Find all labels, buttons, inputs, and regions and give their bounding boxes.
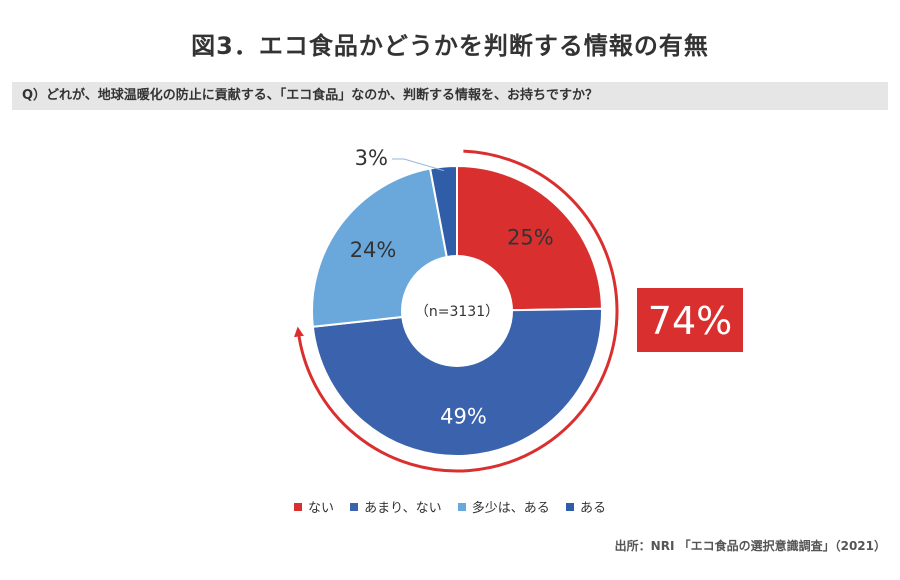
annotation-arrow: [294, 149, 619, 473]
legend-swatch: [457, 503, 466, 511]
slice-label-tashou-aru: 24%: [350, 238, 397, 262]
legend-label: ない: [308, 501, 335, 516]
chart-title: 図3．エコ食品かどうかを判断する情報の有無: [191, 32, 709, 60]
slice-label-aru: 3%: [355, 146, 388, 170]
donut-hole: [401, 255, 513, 367]
legend-item-tashou-aru: 多少は、ある: [457, 497, 550, 516]
legend-item-aru: ある: [565, 497, 606, 516]
source-note: 出所：NRI 「エコ食品の選択意識調査」（2021）: [614, 539, 886, 553]
legend-label: あまり、ない: [364, 501, 442, 516]
legend-swatch: [565, 503, 574, 511]
legend-item-amari-nai: あまり、ない: [350, 497, 442, 516]
legend-label: 多少は、ある: [471, 501, 550, 516]
legend-label: ある: [579, 501, 606, 516]
legend-swatch: [350, 503, 359, 511]
slice-label-nai: 25%: [507, 226, 554, 250]
chart-legend: ない あまり、ない 多少は、ある ある: [0, 497, 900, 516]
annotation-box: [637, 288, 743, 352]
legend-swatch: [294, 503, 303, 511]
sample-size-label: （n=3131）: [415, 304, 499, 320]
annotation-total-label: 74%: [648, 299, 732, 343]
legend-item-nai: ない: [294, 497, 334, 516]
slice-label-leader-line: [392, 158, 445, 172]
slice-labels: 25% 49% 24% 3%: [350, 146, 554, 428]
slice-label-amari-nai: 49%: [440, 404, 487, 428]
question-bar: Q）どれが、地球温暖化の防止に貢献する、「エコ食品」なのか、判断する情報を、お持…: [12, 82, 888, 110]
question-text: Q）どれが、地球温暖化の防止に貢献する、「エコ食品」なのか、判断する情報を、お持…: [22, 88, 599, 103]
slice-amari-nai: [311, 307, 603, 457]
